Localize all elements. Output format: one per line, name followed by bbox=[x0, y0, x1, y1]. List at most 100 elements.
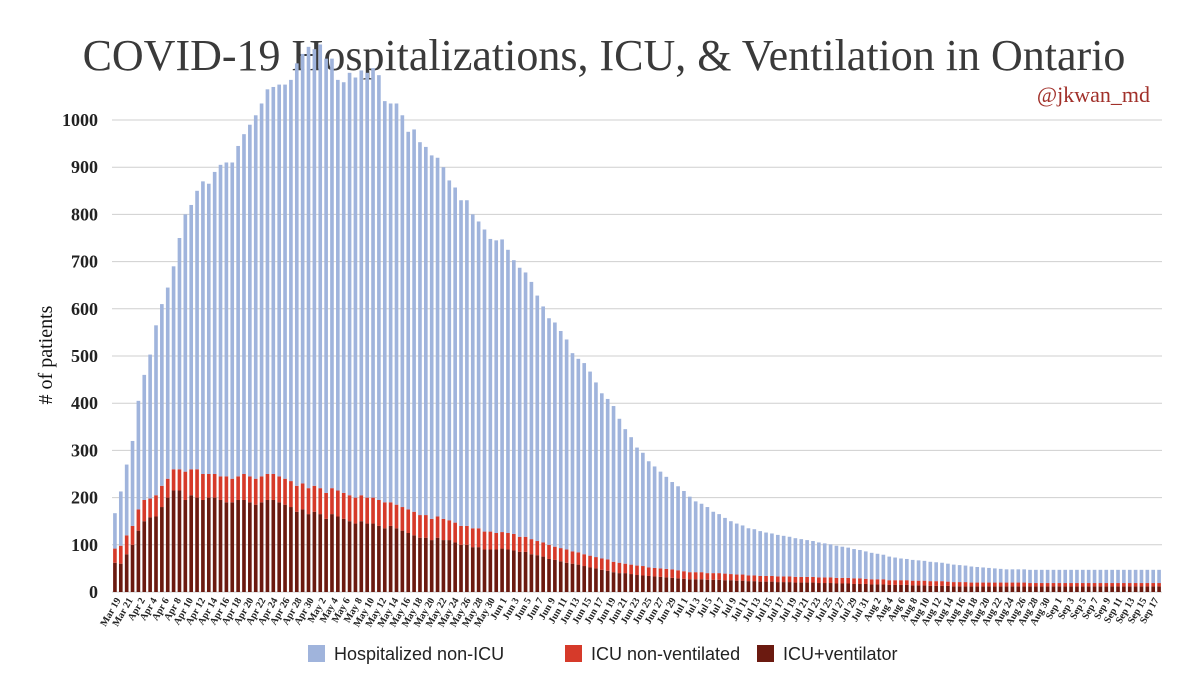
bar-hospitalized-non-icu-155 bbox=[1022, 569, 1026, 583]
bar-icu-ventilator-157 bbox=[1034, 586, 1038, 592]
bar-hospitalized-non-icu-160 bbox=[1051, 569, 1056, 584]
bar-hospitalized-non-icu-112 bbox=[770, 533, 774, 576]
bar-icu-non-ventilated-145 bbox=[963, 582, 968, 587]
bar-hospitalized-non-icu-140 bbox=[934, 562, 938, 582]
bar-icu-non-ventilated-74 bbox=[547, 544, 551, 559]
bar-icu-non-ventilated-159 bbox=[1045, 583, 1050, 587]
bar-hospitalized-non-icu-158 bbox=[1039, 569, 1044, 584]
bar-icu-ventilator-46 bbox=[382, 528, 387, 592]
bar-icu-non-ventilated-27 bbox=[271, 474, 276, 500]
bar-icu-ventilator-144 bbox=[957, 586, 962, 592]
bar-hospitalized-non-icu-145 bbox=[963, 565, 968, 583]
bar-icu-non-ventilated-140 bbox=[934, 581, 938, 586]
bar-icu-ventilator-4 bbox=[136, 530, 141, 592]
bar-icu-non-ventilated-80 bbox=[582, 554, 587, 567]
bar-icu-non-ventilated-29 bbox=[283, 478, 287, 505]
bar-icu-ventilator-67 bbox=[506, 549, 510, 592]
bar-hospitalized-non-icu-133 bbox=[893, 557, 897, 581]
bar-hospitalized-non-icu-87 bbox=[623, 429, 628, 564]
bar-icu-non-ventilated-164 bbox=[1075, 583, 1079, 587]
bar-icu-ventilator-149 bbox=[987, 586, 991, 592]
bar-icu-ventilator-43 bbox=[365, 523, 369, 592]
y-tick-label: 600 bbox=[71, 299, 98, 319]
bar-hospitalized-non-icu-39 bbox=[341, 82, 346, 493]
bar-icu-non-ventilated-105 bbox=[729, 574, 733, 581]
bar-icu-non-ventilated-143 bbox=[951, 582, 956, 587]
bar-hospitalized-non-icu-82 bbox=[594, 382, 598, 558]
bar-hospitalized-non-icu-75 bbox=[553, 322, 557, 547]
bar-hospitalized-non-icu-114 bbox=[781, 535, 786, 577]
bar-icu-non-ventilated-123 bbox=[834, 577, 839, 584]
bar-icu-ventilator-17 bbox=[212, 497, 217, 592]
legend-swatch-2 bbox=[757, 645, 774, 662]
bar-hospitalized-non-icu-35 bbox=[318, 44, 323, 489]
bar-icu-non-ventilated-5 bbox=[142, 499, 147, 522]
bar-icu-ventilator-176 bbox=[1145, 586, 1150, 592]
bar-hospitalized-non-icu-116 bbox=[793, 538, 798, 577]
bar-hospitalized-non-icu-43 bbox=[365, 72, 369, 498]
bar-icu-ventilator-61 bbox=[470, 547, 475, 592]
bar-icu-ventilator-169 bbox=[1104, 586, 1109, 592]
bar-icu-non-ventilated-18 bbox=[218, 476, 223, 500]
bar-hospitalized-non-icu-31 bbox=[294, 63, 299, 486]
bar-hospitalized-non-icu-124 bbox=[840, 546, 845, 578]
bar-hospitalized-non-icu-49 bbox=[400, 115, 405, 508]
bar-icu-non-ventilated-4 bbox=[136, 509, 141, 531]
bar-icu-non-ventilated-162 bbox=[1063, 583, 1068, 587]
bar-hospitalized-non-icu-33 bbox=[306, 46, 311, 489]
bar-icu-ventilator-141 bbox=[940, 585, 944, 592]
bar-icu-ventilator-166 bbox=[1086, 586, 1091, 592]
bar-hospitalized-non-icu-62 bbox=[476, 221, 481, 529]
bar-icu-non-ventilated-115 bbox=[787, 576, 792, 583]
bar-icu-non-ventilated-49 bbox=[400, 507, 405, 531]
bar-icu-non-ventilated-69 bbox=[517, 536, 522, 552]
bar-icu-ventilator-147 bbox=[975, 586, 980, 592]
bar-hospitalized-non-icu-66 bbox=[500, 239, 504, 533]
bar-icu-non-ventilated-66 bbox=[500, 532, 504, 549]
bar-icu-ventilator-175 bbox=[1139, 586, 1144, 592]
bar-icu-non-ventilated-34 bbox=[312, 485, 317, 512]
bar-icu-ventilator-93 bbox=[658, 576, 663, 592]
bar-icu-ventilator-105 bbox=[729, 580, 733, 592]
bar-icu-non-ventilated-45 bbox=[377, 499, 381, 526]
bar-icu-ventilator-8 bbox=[160, 507, 164, 592]
bar-icu-non-ventilated-8 bbox=[160, 485, 164, 508]
bar-icu-ventilator-153 bbox=[1010, 586, 1015, 592]
bar-icu-non-ventilated-65 bbox=[494, 533, 499, 550]
bar-icu-ventilator-96 bbox=[676, 578, 680, 592]
bar-hospitalized-non-icu-161 bbox=[1057, 569, 1062, 584]
bar-icu-non-ventilated-107 bbox=[740, 574, 745, 581]
bar-hospitalized-non-icu-137 bbox=[916, 560, 921, 581]
bar-icu-non-ventilated-168 bbox=[1098, 583, 1103, 587]
bar-icu-non-ventilated-96 bbox=[676, 570, 680, 579]
bar-hospitalized-non-icu-170 bbox=[1110, 569, 1114, 584]
bar-icu-ventilator-25 bbox=[259, 502, 264, 592]
bar-icu-ventilator-22 bbox=[242, 499, 246, 592]
bar-hospitalized-non-icu-52 bbox=[418, 142, 422, 516]
bar-hospitalized-non-icu-25 bbox=[259, 103, 264, 477]
bar-icu-non-ventilated-81 bbox=[588, 555, 592, 568]
bar-icu-ventilator-161 bbox=[1057, 586, 1062, 592]
bar-hospitalized-non-icu-177 bbox=[1151, 569, 1156, 584]
bar-icu-ventilator-15 bbox=[201, 499, 205, 592]
bar-hospitalized-non-icu-78 bbox=[570, 353, 575, 552]
bar-icu-ventilator-86 bbox=[617, 573, 622, 592]
bar-hospitalized-non-icu-56 bbox=[441, 167, 446, 519]
bar-hospitalized-non-icu-67 bbox=[506, 249, 510, 534]
bar-icu-non-ventilated-79 bbox=[576, 552, 581, 565]
bar-hospitalized-non-icu-42 bbox=[359, 70, 364, 496]
bar-hospitalized-non-icu-166 bbox=[1086, 569, 1091, 584]
bar-hospitalized-non-icu-90 bbox=[641, 452, 645, 567]
bar-icu-non-ventilated-12 bbox=[183, 471, 188, 500]
bar-icu-ventilator-26 bbox=[265, 499, 270, 592]
bar-icu-non-ventilated-55 bbox=[435, 516, 440, 538]
bar-icu-ventilator-21 bbox=[236, 499, 240, 592]
bar-icu-ventilator-30 bbox=[289, 507, 293, 592]
bar-icu-ventilator-113 bbox=[775, 582, 780, 592]
bar-icu-ventilator-81 bbox=[588, 567, 592, 592]
bar-hospitalized-non-icu-149 bbox=[987, 567, 991, 583]
bar-hospitalized-non-icu-103 bbox=[717, 514, 721, 574]
bar-icu-ventilator-65 bbox=[494, 549, 499, 592]
y-tick-label: 700 bbox=[71, 252, 98, 272]
bar-icu-non-ventilated-122 bbox=[828, 577, 833, 584]
